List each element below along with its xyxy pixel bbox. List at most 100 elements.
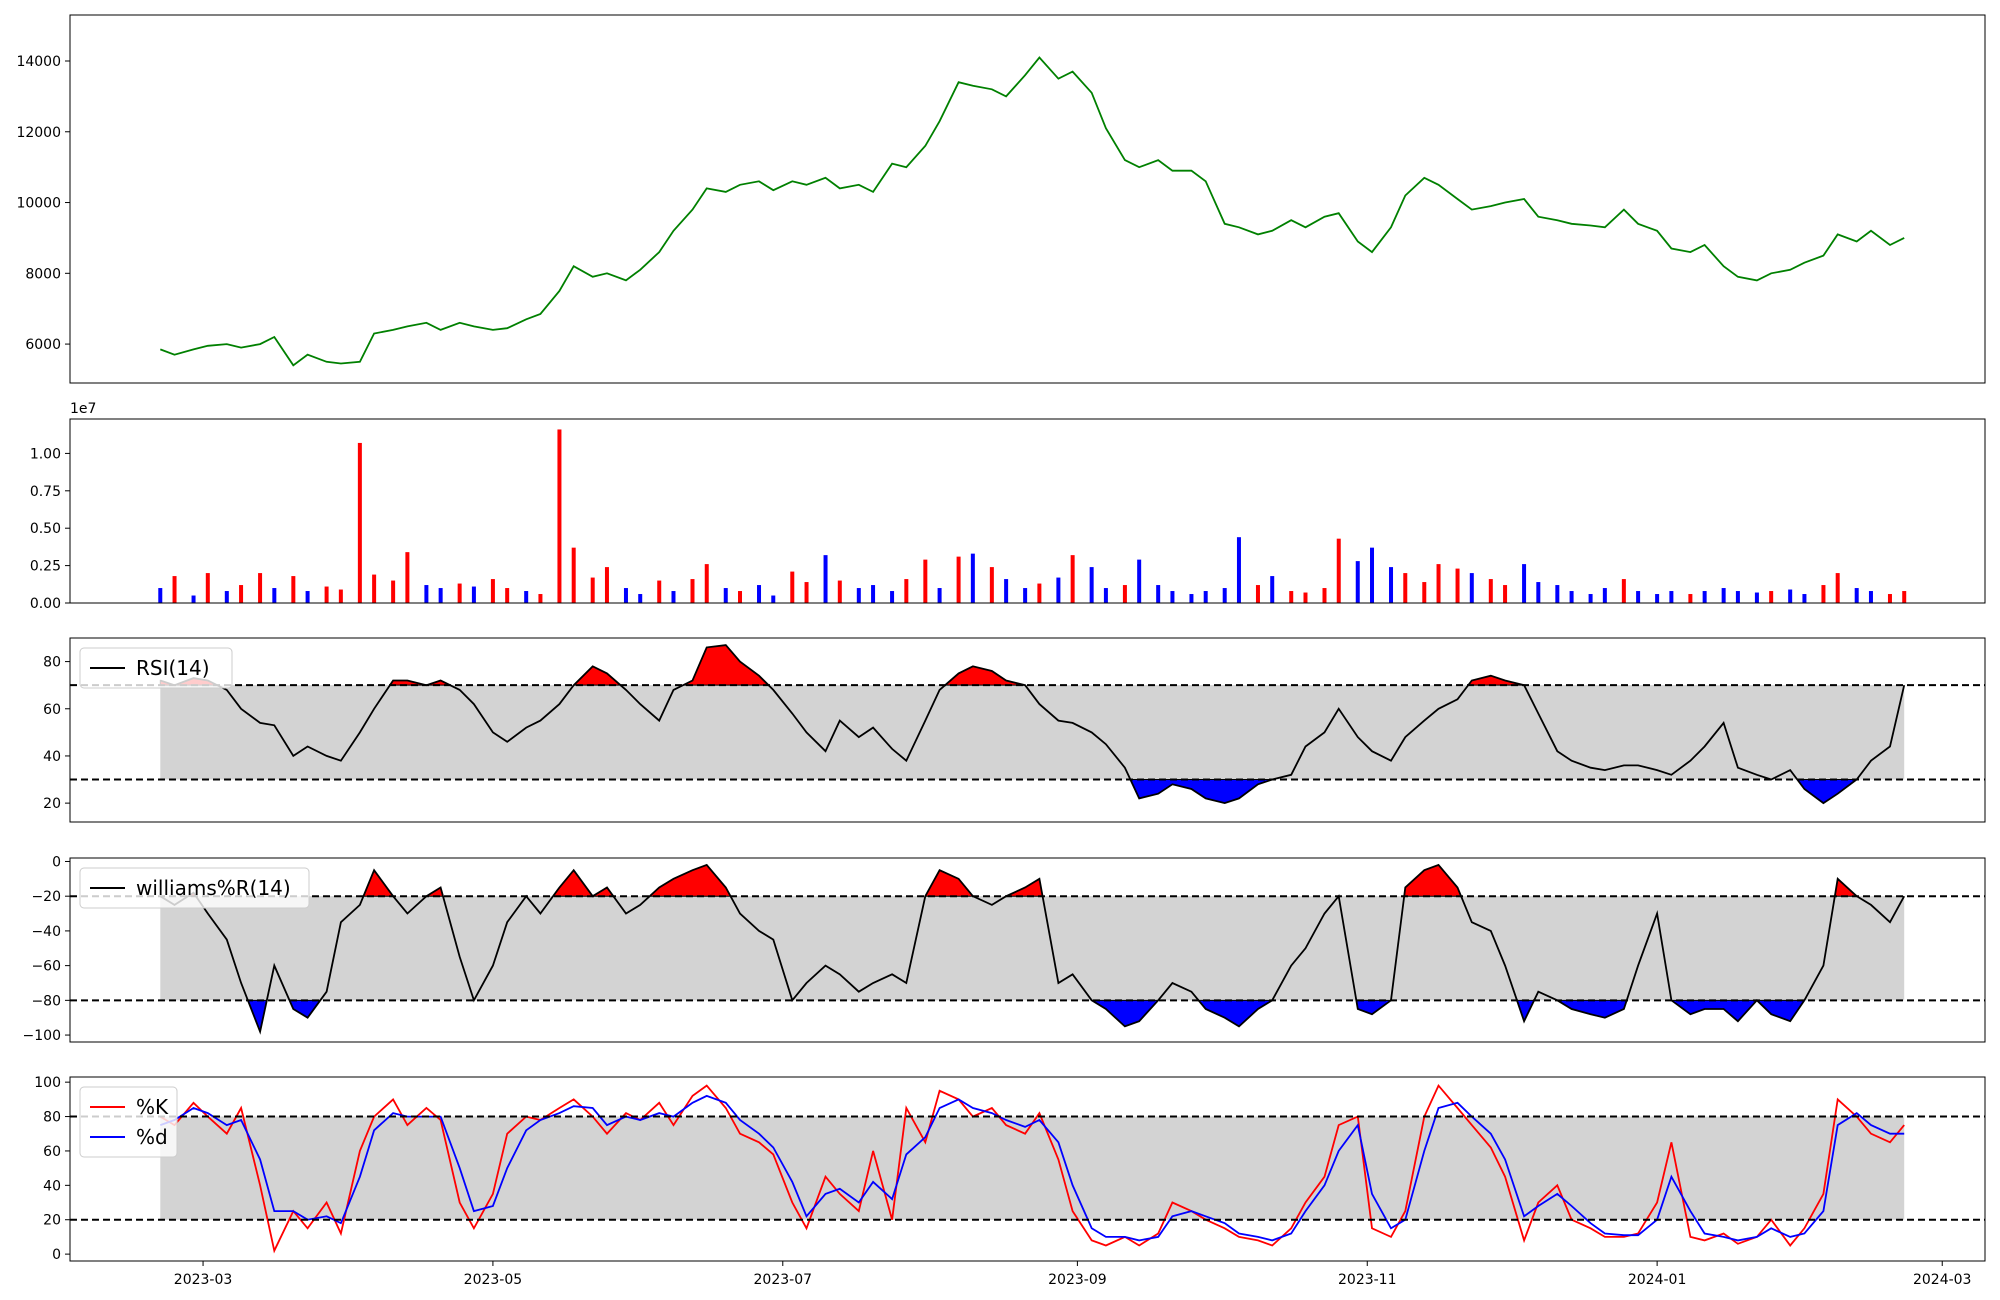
- y-tick-label: 60: [43, 1144, 61, 1160]
- volume-bar: [1902, 591, 1907, 603]
- y-tick-label: 80: [43, 1110, 61, 1126]
- volume-bar: [239, 585, 244, 603]
- y-tick-label: 20: [43, 796, 61, 812]
- axes-frame: [69, 637, 1986, 823]
- y-tick-label: 1.00: [30, 446, 61, 462]
- legend-label: %d: [136, 1125, 168, 1149]
- volume-bar: [657, 580, 662, 603]
- volume-bar: [604, 567, 609, 603]
- volume-bar: [704, 564, 709, 603]
- x-tick-label: 2023-09: [1048, 1272, 1107, 1288]
- neutral-band: [160, 896, 1905, 1001]
- y-tick-label: 0.50: [30, 521, 61, 537]
- volume-bar: [158, 588, 163, 603]
- stochastic-panel: %K %d 0 20 40 60 80 100: [34, 1075, 1986, 1263]
- y-tick-label: 60: [43, 702, 61, 718]
- legend-label: williams%R(14): [136, 876, 291, 900]
- price-panel: 6000 8000 10000 12000 14000: [16, 14, 1986, 384]
- volume-bar: [937, 588, 942, 603]
- y-tick-label: 40: [43, 749, 61, 765]
- volume-bar: [1103, 588, 1108, 603]
- volume-bar: [956, 556, 961, 603]
- volume-bar: [1688, 594, 1693, 603]
- volume-bar: [1555, 585, 1560, 603]
- overbought-fill: [682, 644, 770, 686]
- x-tick-label: 2023-07: [754, 1272, 813, 1288]
- volume-bar: [457, 583, 462, 603]
- volume-bar: [1569, 591, 1574, 603]
- volume-bar: [856, 588, 861, 603]
- legend: RSI(14): [79, 647, 233, 689]
- d-line: [159, 1094, 1905, 1242]
- volume-bar: [638, 594, 643, 603]
- volume-bar: [1868, 591, 1873, 603]
- volume-bar: [823, 555, 828, 603]
- volume-bar: [1303, 592, 1308, 603]
- rsi-panel: RSI(14) 20 40 60 80: [43, 637, 1986, 823]
- y-tick-label: −80: [31, 993, 61, 1009]
- volume-bar: [357, 442, 362, 603]
- y-tick-label: 6000: [25, 337, 61, 353]
- axes-frame: [69, 857, 1986, 1043]
- volume-bar: [424, 585, 429, 603]
- volume-bar: [723, 588, 728, 603]
- volume-bar: [1389, 567, 1394, 603]
- volume-bar: [890, 591, 895, 603]
- volume-bar: [1089, 567, 1094, 603]
- volume-bar: [904, 579, 909, 603]
- volume-bar: [1721, 588, 1726, 603]
- y-tick-label: 14000: [16, 54, 61, 70]
- volume-bar: [1156, 585, 1161, 603]
- volume-bar: [405, 552, 410, 603]
- volume-bar: [1170, 591, 1175, 603]
- legend-box: [79, 647, 233, 689]
- volume-bar: [1203, 591, 1208, 603]
- neutral-band: [160, 1116, 1905, 1220]
- volume-bar: [571, 547, 576, 603]
- volume-bar: [505, 588, 510, 603]
- volume-bar: [1222, 588, 1227, 603]
- volume-bar: [1754, 592, 1759, 603]
- scale-offset-label: 1e7: [70, 401, 96, 417]
- volume-bar: [1189, 594, 1194, 603]
- axes-frame: [69, 1076, 1986, 1262]
- volume-bar: [623, 588, 628, 603]
- price-line: [159, 56, 1905, 367]
- legend: williams%R(14): [79, 867, 310, 909]
- y-tick-label: −60: [31, 959, 61, 975]
- volume-bar: [989, 567, 994, 603]
- volume-bar: [1004, 579, 1009, 603]
- volume-bar: [1289, 591, 1294, 603]
- volume-bar: [1735, 591, 1740, 603]
- volume-bar: [1469, 573, 1474, 603]
- volume-bar: [471, 586, 476, 603]
- x-tick-label: 2024-01: [1628, 1272, 1687, 1288]
- volume-bar: [1270, 576, 1275, 603]
- oversold-fill: [1129, 779, 1273, 804]
- volume-bar: [1788, 589, 1793, 603]
- volume-bar: [1122, 585, 1127, 603]
- volume-bar: [372, 574, 377, 603]
- volume-bar: [871, 585, 876, 603]
- volume-bar: [1070, 555, 1075, 603]
- y-tick-label: 10000: [16, 196, 61, 212]
- volume-bar: [1702, 591, 1707, 603]
- volume-bar: [790, 571, 795, 603]
- volume-bar: [1322, 588, 1327, 603]
- legend-box: [79, 867, 310, 909]
- legend-box: [79, 1086, 178, 1158]
- y-tick-label: 8000: [25, 266, 61, 282]
- volume-bar: [1355, 561, 1360, 603]
- volume-bar: [172, 576, 177, 603]
- volume-bar: [1503, 585, 1508, 603]
- axes-frame: [69, 418, 1986, 604]
- volume-panel: 1e7 0.00 0.25 0.50 0.75 1.00: [30, 401, 1986, 612]
- volume-bar: [1655, 594, 1660, 603]
- volume-bar: [690, 579, 695, 603]
- y-tick-label: 20: [43, 1213, 61, 1229]
- volume-bar: [923, 559, 928, 603]
- volume-bar: [538, 594, 543, 603]
- volume-bar: [1821, 585, 1826, 603]
- volume-bar: [1056, 577, 1061, 603]
